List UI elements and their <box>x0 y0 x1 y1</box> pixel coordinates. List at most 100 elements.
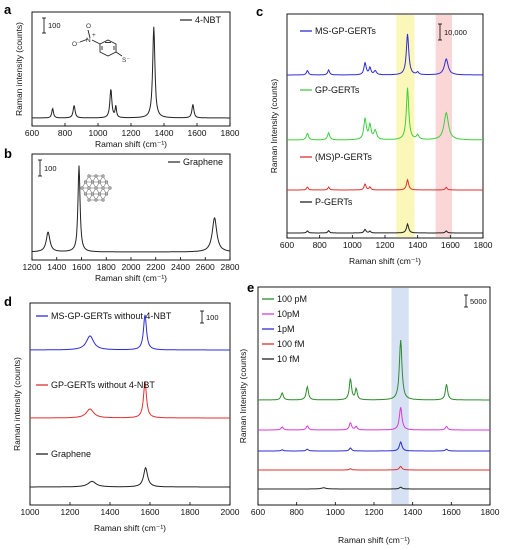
x-axis-label-e: Raman shift (cm⁻¹) <box>338 535 410 545</box>
legend-label-d-2: Graphene <box>51 449 91 459</box>
legend-label-d-1: GP-GERTs without 4-NBT <box>51 380 155 390</box>
x-tick-label-b-1: 1400 <box>47 262 66 272</box>
panel-a: a 600 800 1000 1200 1400 1600 1800 Raman shift… <box>4 2 240 149</box>
x-tick-label-c-4: 1400 <box>408 240 427 250</box>
series-line-a-0 <box>32 26 230 119</box>
panel-label-c: c <box>256 4 263 19</box>
x-tick-label-d-1: 1200 <box>61 507 80 517</box>
legend-label-4nbt: 4-NBT <box>195 15 222 25</box>
legend-label-e-4: 10 fM <box>277 354 300 364</box>
x-tick-label-e-4: 1400 <box>403 507 422 517</box>
x-tick-label-a-1: 800 <box>58 128 72 138</box>
x-tick-label-c-2: 1000 <box>343 240 362 250</box>
x-tick-label-a-6: 1800 <box>221 128 240 138</box>
x-tick-label-a-3: 1200 <box>122 128 141 138</box>
x-tick-label-e-5: 1600 <box>442 507 461 517</box>
panel-label-d: d <box>4 294 12 309</box>
x-tick-label-c-1: 800 <box>313 240 327 250</box>
series-line-c-0 <box>287 33 483 76</box>
legend-label-c-1: GP-GERTs <box>315 85 360 95</box>
x-tick-label-e-6: 1800 <box>481 507 500 517</box>
legend-label-c-2: (MS)P-GERTs <box>315 152 372 162</box>
nitro-nitrogen-label: N <box>86 37 91 44</box>
x-tick-label-e-3: 1200 <box>365 507 384 517</box>
scale-bar-label-c: 10,000 <box>444 28 467 37</box>
panel-d: d 1000 1200 1400 1600 1800 2000 Raman shift (… <box>4 294 240 533</box>
panel-label-e: e <box>247 280 254 295</box>
plot-frame-b <box>31 153 231 261</box>
x-tick-label-b-3: 1800 <box>97 262 116 272</box>
legend-label-e-0: 100 pM <box>277 294 307 304</box>
scale-bar-label-b: 100 <box>44 164 57 173</box>
series-group-d <box>30 314 230 488</box>
plot-frame-e <box>257 286 491 506</box>
series-group-c <box>287 33 483 234</box>
legend-label-d-0: MS-GP-GERTs without 4-NBT <box>51 311 172 321</box>
x-tick-label-b-6: 2400 <box>171 262 190 272</box>
series-line-e-4 <box>258 486 490 490</box>
x-tick-label-c-5: 1600 <box>441 240 460 250</box>
y-axis-label-c: Raman Intensity (counts) <box>269 79 279 174</box>
nitro-plus-label: + <box>92 32 96 39</box>
x-tick-label-d-0: 1000 <box>21 507 40 517</box>
legend-label-e-2: 1pM <box>277 324 295 334</box>
legend-label-graphene-b: Graphene <box>183 157 223 167</box>
x-tick-label-b-0: 1200 <box>23 262 42 272</box>
x-tick-label-e-1: 800 <box>290 507 304 517</box>
series-line-d-0 <box>30 314 230 351</box>
x-axis-label-c: Raman shift (cm⁻¹) <box>349 256 421 266</box>
plot-frame-d <box>29 302 231 506</box>
x-tick-label-a-2: 1000 <box>89 128 108 138</box>
x-tick-label-a-0: 600 <box>25 128 39 138</box>
scale-bar-label-d: 100 <box>206 313 219 322</box>
x-tick-label-b-8: 2800 <box>221 262 240 272</box>
legend-label-e-3: 100 fM <box>277 339 305 349</box>
x-tick-label-b-2: 1600 <box>72 262 91 272</box>
series-group-e <box>258 339 490 490</box>
series-line-b-0 <box>31 165 231 253</box>
y-axis-label-d: Raman intensity (counts) <box>12 357 22 451</box>
x-tick-label-a-5: 1600 <box>188 128 207 138</box>
scale-bar-label-a: 100 <box>48 21 61 30</box>
graphene-lattice-icon <box>80 174 112 202</box>
panel-c: c 600 800 1000 1200 1400 1600 1800 Raman shift… <box>256 4 493 266</box>
series-line-c-2 <box>287 178 483 191</box>
x-tick-label-e-0: 600 <box>251 507 265 517</box>
x-axis-label-a: Raman shift (cm⁻¹) <box>95 139 167 149</box>
x-tick-label-e-2: 1000 <box>326 507 345 517</box>
thiolate-label: S⁻ <box>122 57 130 64</box>
x-tick-label-d-2: 1400 <box>101 507 120 517</box>
y-axis-label-a: Raman intensity (counts) <box>14 22 24 116</box>
x-tick-label-d-4: 1800 <box>181 507 200 517</box>
series-line-c-3 <box>287 222 483 234</box>
x-tick-label-b-5: 2200 <box>146 262 165 272</box>
series-group-a <box>32 26 230 119</box>
legend-label-c-3: P-GERTs <box>315 197 353 207</box>
x-axis-label-d: Raman shift (cm⁻¹) <box>94 523 166 533</box>
nitro-ominus-label: O⁻ <box>72 41 81 48</box>
plot-frame-a <box>31 11 231 127</box>
series-line-e-3 <box>258 465 490 471</box>
legend-label-e-1: 10pM <box>277 309 300 319</box>
y-axis-label-e: Raman Intensity (counts) <box>238 349 248 444</box>
series-group-b <box>31 165 231 253</box>
panel-b: b 1200 1400 1600 1800 2000 2200 2400 2600 2800 R… <box>4 146 240 283</box>
x-tick-label-a-4: 1400 <box>155 128 174 138</box>
series-line-e-0 <box>258 339 490 401</box>
x-tick-label-d-5: 2000 <box>221 507 240 517</box>
series-line-d-2 <box>30 466 230 488</box>
series-line-c-1 <box>287 87 483 141</box>
x-tick-label-b-7: 2600 <box>196 262 215 272</box>
series-line-d-1 <box>30 381 230 419</box>
x-tick-label-c-0: 600 <box>280 240 294 250</box>
x-tick-label-c-3: 1200 <box>376 240 395 250</box>
x-tick-label-b-4: 2000 <box>122 262 141 272</box>
panel-label-b: b <box>4 146 12 161</box>
molecule-4nbt-icon <box>79 29 123 57</box>
scale-bar-label-e: 5000 <box>470 297 487 306</box>
panel-label-a: a <box>4 2 12 17</box>
x-axis-label-b: Raman shift (cm⁻¹) <box>95 273 167 283</box>
x-tick-label-d-3: 1600 <box>141 507 160 517</box>
series-line-e-2 <box>258 440 490 452</box>
